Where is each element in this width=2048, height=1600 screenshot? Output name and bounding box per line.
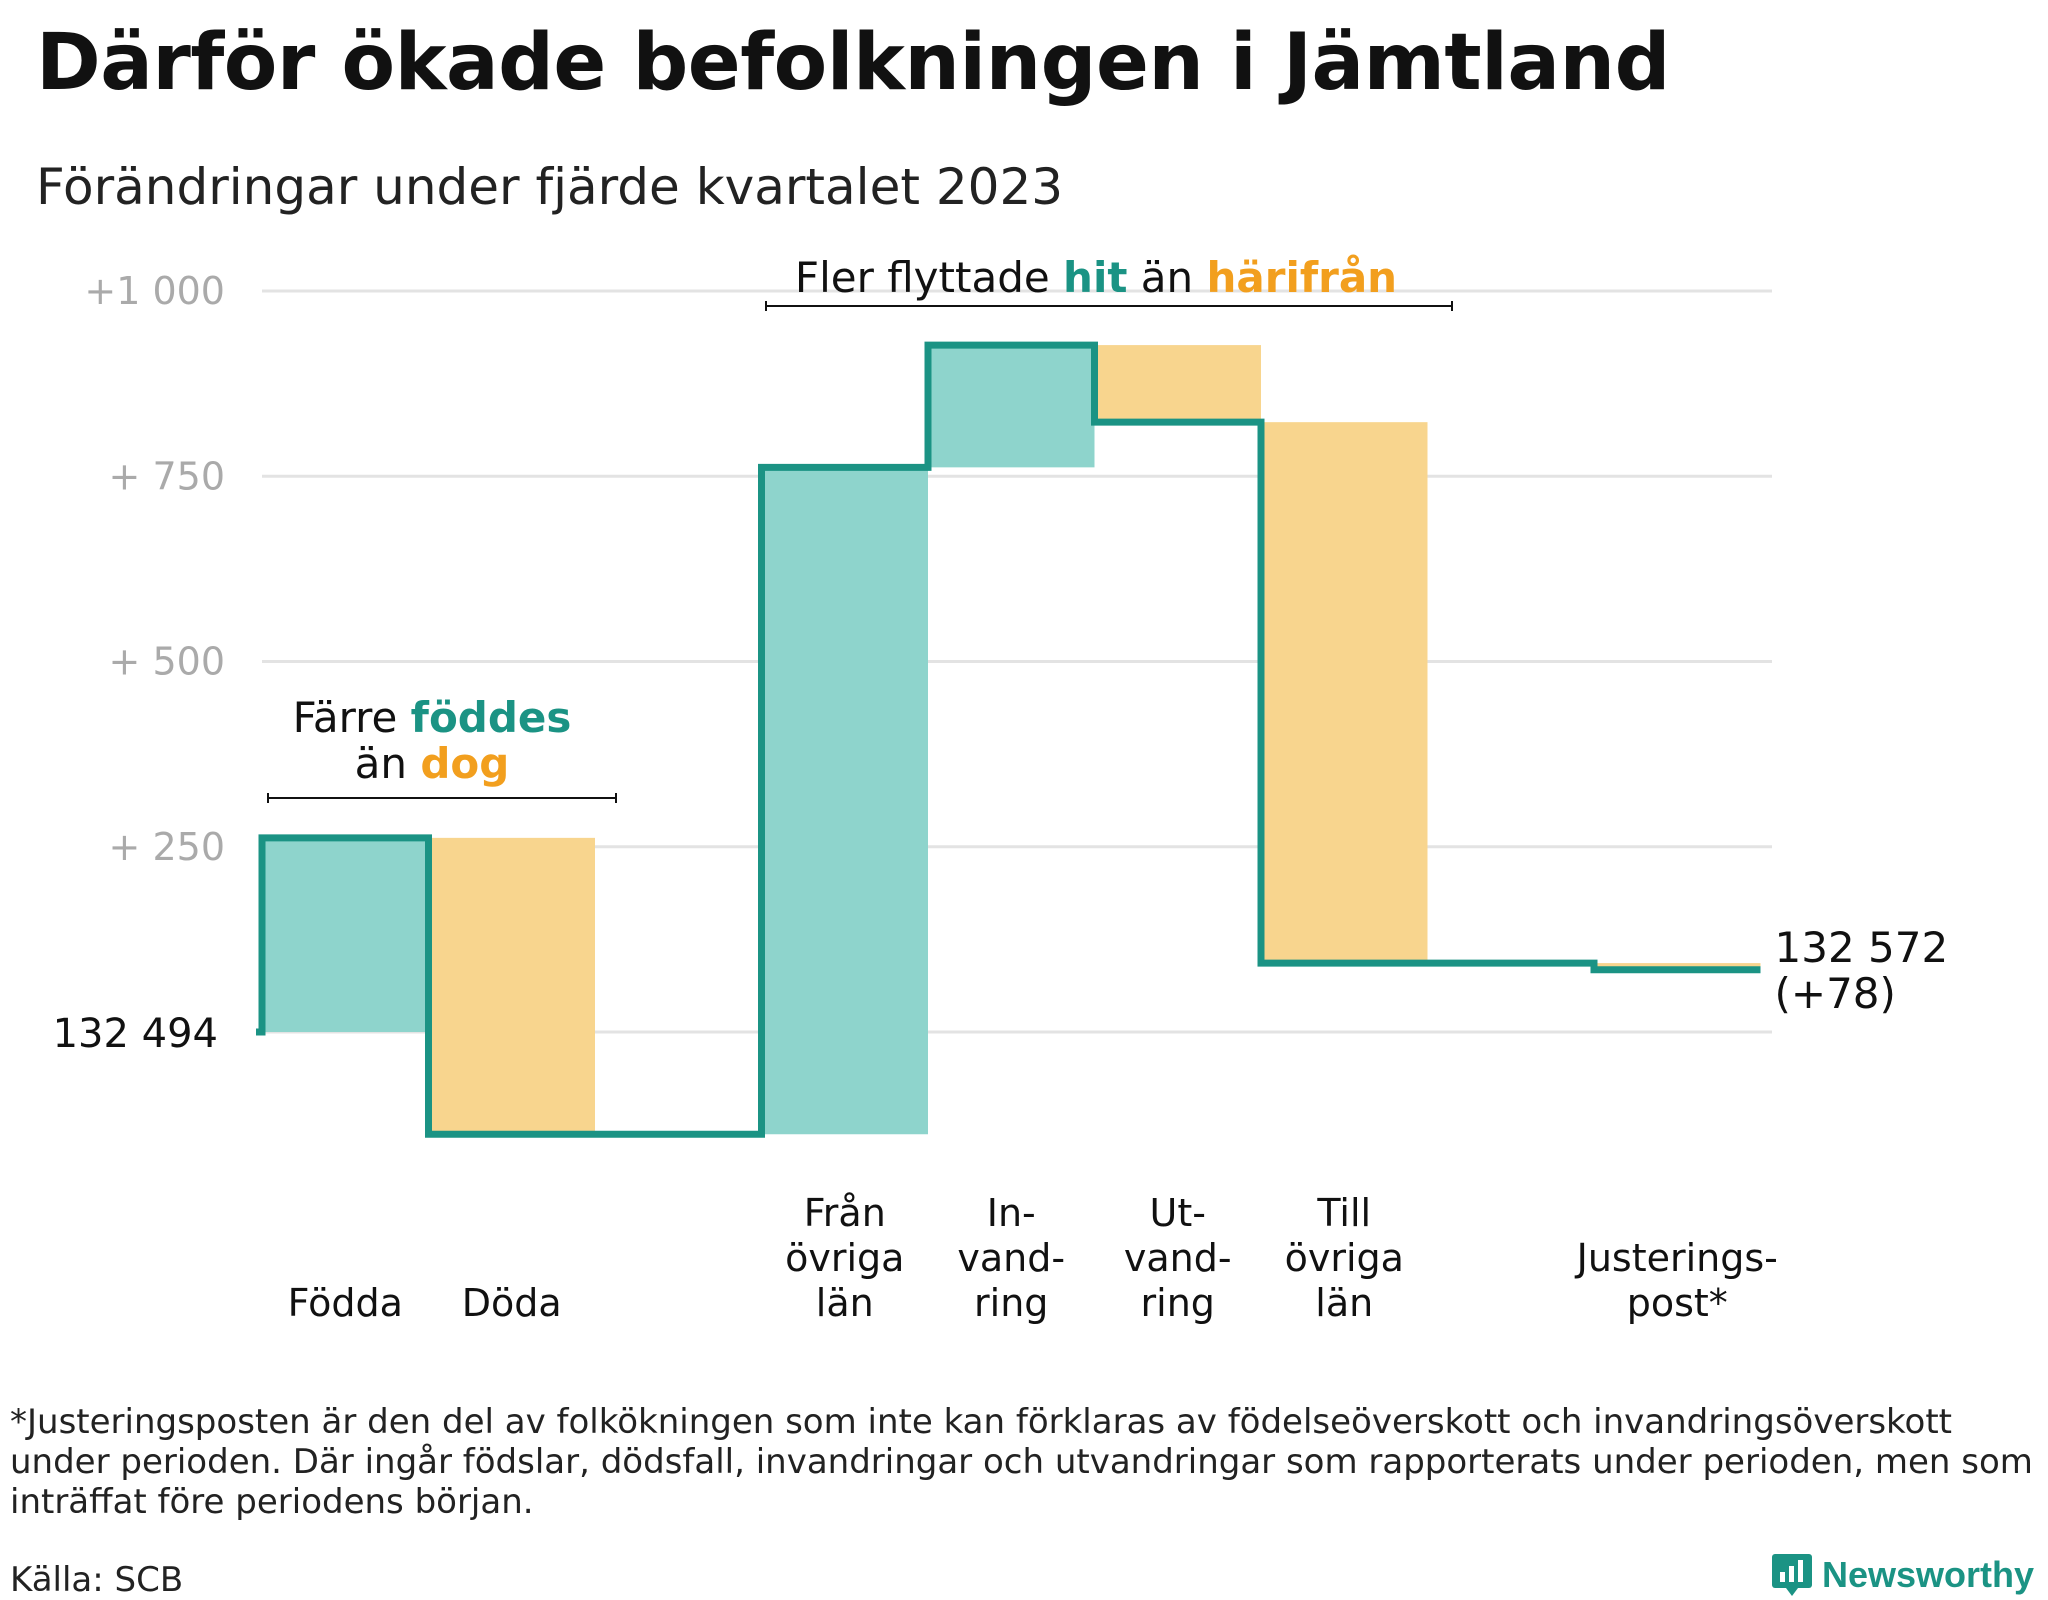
x-category-label: ring: [1141, 1281, 1215, 1325]
x-category-label: län: [816, 1281, 874, 1325]
start-value-label: 132 494: [53, 1011, 218, 1057]
newsworthy-logo-icon: [1772, 1554, 1812, 1596]
chart-title: Därför ökade befolkningen i Jämtland: [36, 18, 1670, 108]
x-category-label: Justerings-: [1575, 1236, 1778, 1280]
x-category-label: vand-: [957, 1236, 1065, 1280]
x-category-label: Födda: [288, 1281, 403, 1325]
bar-döda: [428, 837, 595, 1135]
annotation-migration-part: än: [1127, 253, 1206, 302]
end-change-label: (+78): [1775, 969, 1896, 1018]
y-tick-label: + 250: [109, 825, 225, 869]
waterfall-chart: + 250 + 500 + 750 +1 000 132 494 Födda Döda Frå…: [53, 253, 1949, 1325]
annotation-births-deaths: än dog: [355, 739, 510, 788]
annotation-births-deaths-part: än: [355, 739, 421, 788]
x-category-label: övriga: [785, 1236, 904, 1280]
x-category-label: post*: [1627, 1281, 1728, 1325]
bar-födda: [262, 837, 429, 1032]
x-category-label: Till: [1316, 1191, 1371, 1235]
annotation-migration-part: Fler flyttade: [795, 253, 1063, 302]
annotation-migration: Fler flyttade hit än härifrån: [795, 253, 1397, 302]
brand-name: Newsworthy: [1822, 1554, 2035, 1595]
x-category-label: In-: [987, 1191, 1036, 1235]
x-category-label: län: [1315, 1281, 1373, 1325]
annotation-migration-part: härifrån: [1206, 253, 1397, 302]
annotation-migration-part: hit: [1063, 253, 1127, 302]
cumulative-step-line: [256, 341, 1761, 1138]
annotation-births-deaths-part: dog: [420, 739, 509, 788]
y-tick-label: +1 000: [84, 269, 225, 313]
x-category-label: Döda: [462, 1281, 562, 1325]
annotation-births-deaths: Färre föddes: [293, 693, 572, 742]
bar-utvandring: [1094, 345, 1261, 423]
x-category-label: övriga: [1285, 1236, 1404, 1280]
annotation-births-deaths-part: föddes: [411, 693, 572, 742]
y-tick-label: + 750: [109, 454, 225, 498]
x-category-label: ring: [974, 1281, 1048, 1325]
end-value-label: 132 572: [1775, 923, 1949, 972]
annotation-births-deaths-part: Färre: [293, 693, 411, 742]
source-label: Källa: SCB: [10, 1560, 184, 1600]
bar-från-övriga-län: [761, 467, 928, 1135]
x-category-label: Från: [804, 1191, 886, 1235]
x-category-label: Ut-: [1150, 1191, 1206, 1235]
x-category-label: vand-: [1124, 1236, 1232, 1280]
brand-logo[interactable]: Newsworthy: [1772, 1554, 2034, 1596]
footnote: *Justeringsposten är den del av folkökni…: [10, 1402, 2033, 1522]
bar-invandring: [928, 345, 1095, 468]
chart-subtitle: Förändringar under fjärde kvartalet 2023: [36, 158, 1064, 216]
bar-till-övriga-län: [1261, 422, 1428, 964]
y-tick-label: + 500: [109, 640, 225, 684]
